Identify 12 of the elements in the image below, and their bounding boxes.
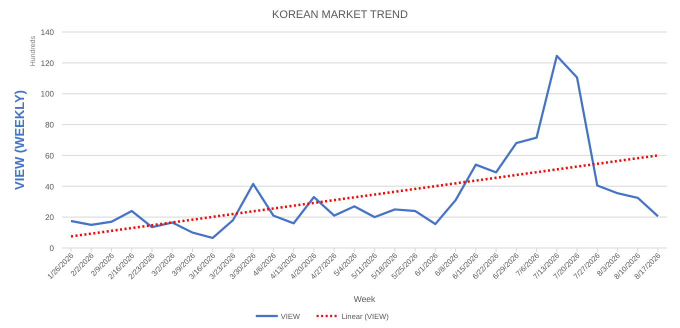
y-tick-label: 60	[45, 151, 55, 160]
y-tick-label: 20	[45, 213, 55, 222]
y-tick-label: 100	[40, 90, 55, 99]
y-tick-label: 0	[50, 244, 55, 253]
y-tick-label: 40	[45, 182, 55, 192]
x-axis-title: Week	[354, 294, 376, 304]
y-tick-label: 80	[45, 120, 55, 130]
y-axis-title: VIEW (WEEKLY)	[12, 90, 27, 190]
chart-title: KOREAN MARKET TREND	[272, 9, 408, 21]
y-tick-label: 140	[40, 28, 55, 37]
y-tick-label: 120	[40, 58, 55, 68]
line-series	[70, 54, 660, 240]
